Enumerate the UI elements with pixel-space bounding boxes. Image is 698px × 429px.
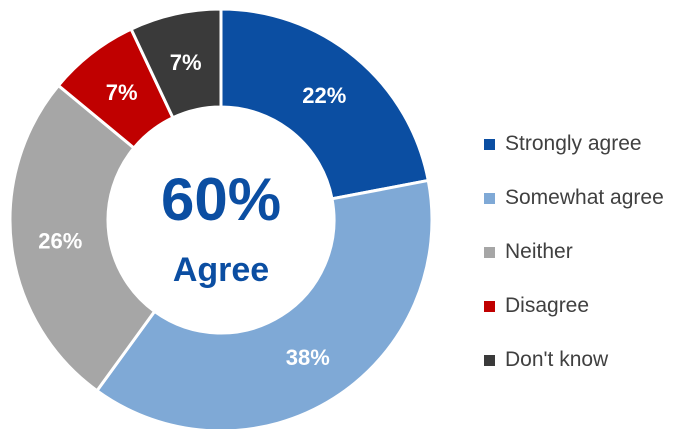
legend-item: Disagree [484,279,696,333]
slice-value-label: 38% [286,345,330,370]
slice-value-label: 26% [38,228,82,253]
legend-label: Strongly agree [505,132,642,155]
legend-swatch [484,246,495,258]
slice-don-t-know [129,7,223,120]
chart-legend: Strongly agree Somewhat agree Neither Disag… [484,117,696,387]
legend-label: Don't know [505,348,609,371]
slice-neither [8,83,157,393]
legend-swatch [484,300,495,312]
legend-label: Somewhat agree [505,186,664,209]
legend-swatch [484,192,495,204]
slice-somewhat-agree [94,178,434,429]
legend-label: Disagree [505,294,590,317]
slice-value-label: 7% [106,80,138,105]
slice-strongly-agree [219,7,431,201]
center-value: 60% [161,166,281,233]
donut-slices [8,7,434,429]
legend-item: Don't know [484,333,696,387]
legend-item: Neither [484,225,696,279]
legend-item: Strongly agree [484,117,696,171]
legend-swatch [484,138,495,150]
center-caption: Agree [173,251,269,289]
slice-value-label: 7% [170,50,202,75]
legend-label: Neither [505,240,573,263]
legend-item: Somewhat agree [484,171,696,225]
legend-swatch [484,354,495,366]
slice-value-label: 22% [302,83,346,108]
slice-labels: 22% 38% 26% 7% 7% [38,50,346,370]
